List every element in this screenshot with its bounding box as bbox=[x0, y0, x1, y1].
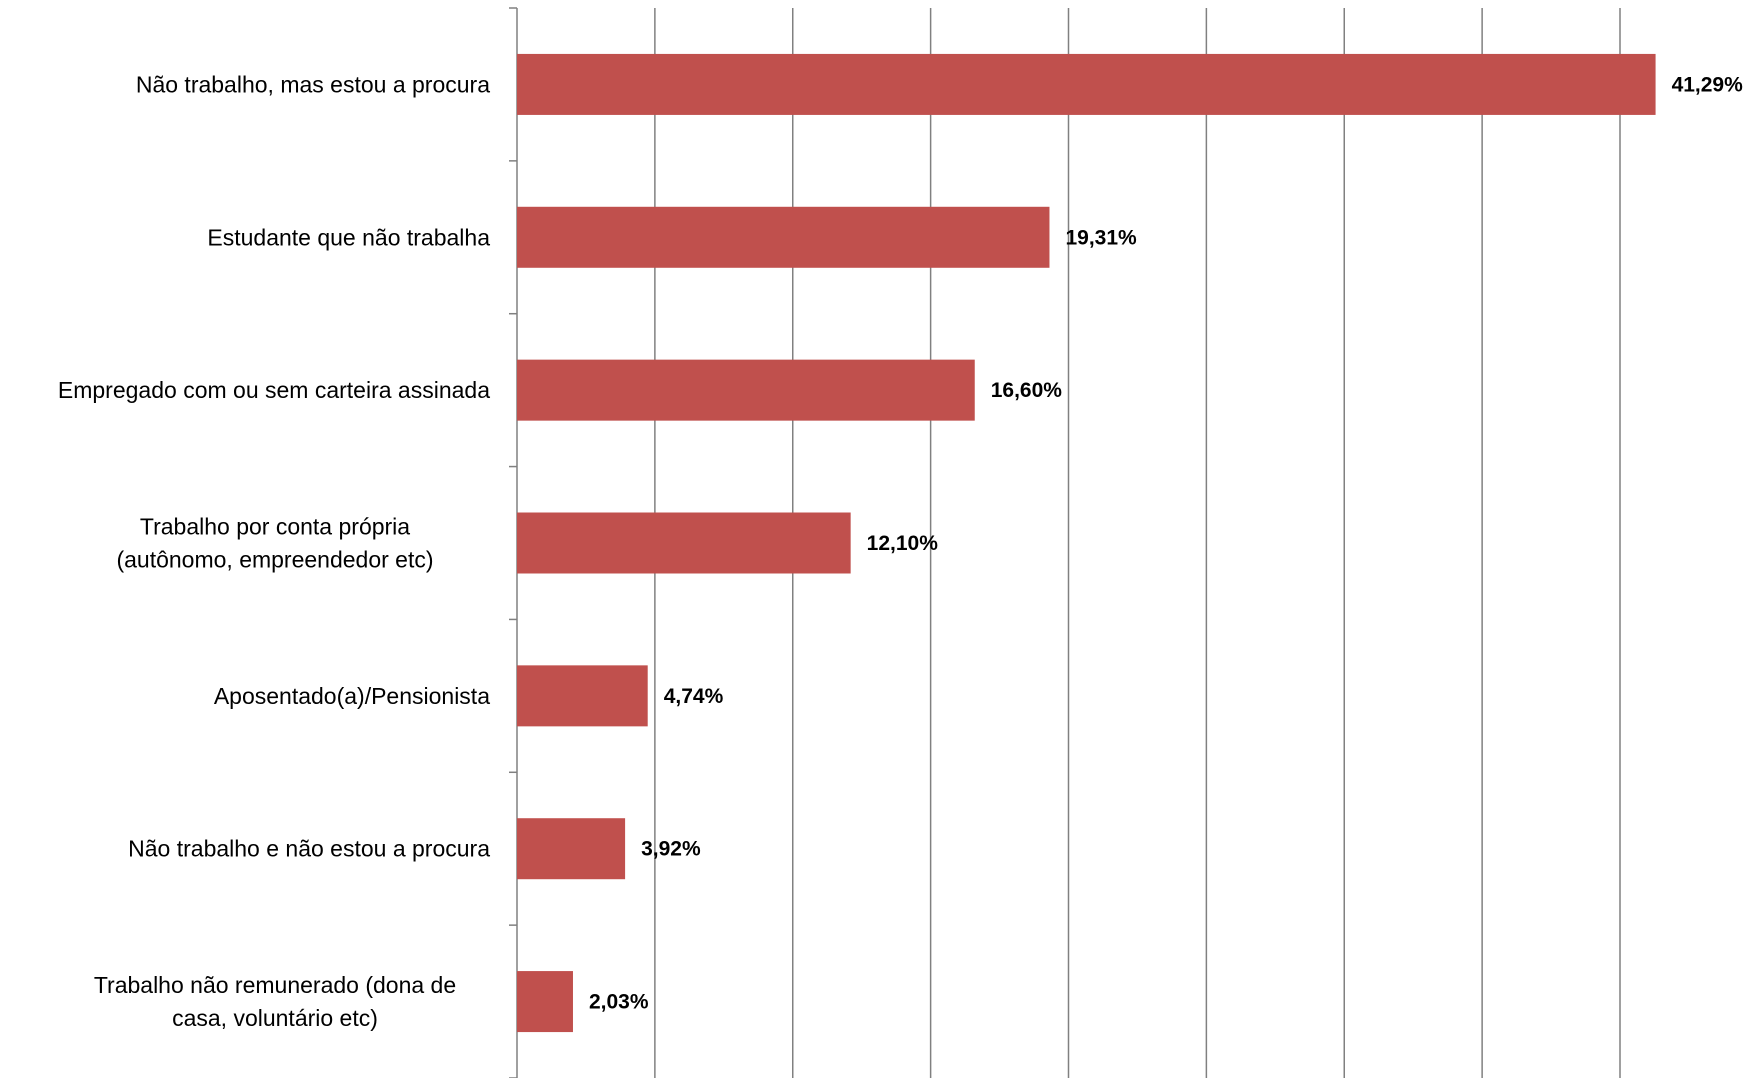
data-label: 4,74% bbox=[664, 685, 724, 708]
category-tick-label: Empregado com ou sem carteira assinada bbox=[58, 377, 490, 403]
bar bbox=[517, 53, 1656, 115]
bar bbox=[517, 818, 626, 880]
bar bbox=[517, 512, 851, 574]
bar bbox=[517, 665, 648, 727]
category-tick-label: Aposentado(a)/Pensionista bbox=[214, 683, 490, 709]
bar bbox=[517, 971, 573, 1033]
category-tick-label: casa, voluntário etc) bbox=[172, 1005, 378, 1031]
bar bbox=[517, 206, 1050, 268]
category-tick-label: Trabalho por conta própria bbox=[140, 514, 410, 540]
category-tick-label: Estudante que não trabalha bbox=[207, 224, 490, 250]
data-label: 16,60% bbox=[991, 379, 1063, 402]
category-tick-label: Não trabalho, mas estou a procura bbox=[136, 71, 490, 97]
category-tick-label: Trabalho não remunerado (dona de bbox=[94, 972, 456, 998]
data-label: 12,10% bbox=[867, 532, 939, 555]
category-tick-label: Não trabalho e não estou a procura bbox=[128, 836, 490, 862]
bar bbox=[517, 359, 975, 421]
data-label: 3,92% bbox=[641, 838, 701, 861]
data-label: 2,03% bbox=[589, 991, 649, 1014]
data-label: 41,29% bbox=[1672, 73, 1744, 96]
category-tick-label: (autônomo, empreendedor etc) bbox=[116, 547, 433, 573]
data-label: 19,31% bbox=[1065, 226, 1137, 249]
